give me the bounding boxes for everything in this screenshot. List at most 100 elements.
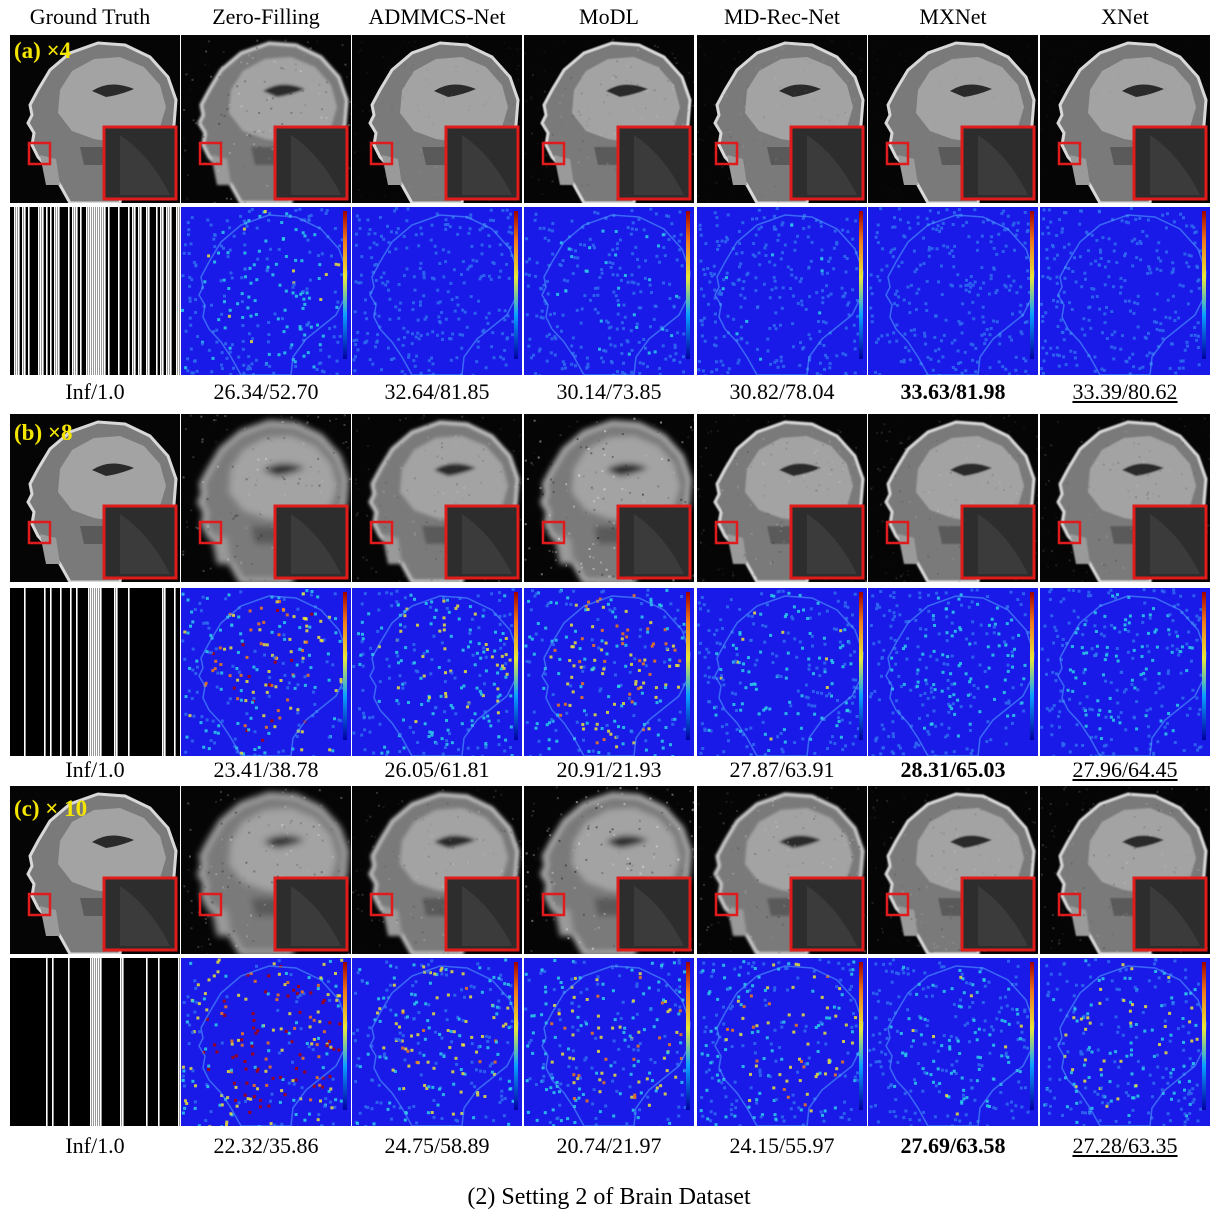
metric-zero-filling-row-3: 22.32/35.86 [181,1132,351,1160]
metric-value: 26.05/61.81 [384,757,490,782]
zoom-region-box [714,141,739,166]
metric-value: 30.14/73.85 [556,379,662,404]
mr-image-mxnet-row-1 [868,35,1038,203]
metric-value: 28.31/65.03 [900,757,1006,782]
mr-image-modl-row-1 [524,35,694,203]
metric-value: 33.63/81.98 [900,379,1006,404]
zoom-region-box [541,520,566,545]
metric-ground-truth-row-2: Inf/1.0 [10,756,180,784]
error-map-xnet-row-2 [1040,588,1210,756]
error-map-zero-filling-row-3 [181,958,351,1126]
metric-md-rec-net-row-2: 27.87/63.91 [697,756,867,784]
metric-xnet-row-2: 27.96/64.45 [1040,756,1210,784]
metric-value: 24.75/58.89 [384,1133,490,1158]
col-header-ground-truth: Ground Truth [29,4,151,29]
metric-mxnet-row-2: 28.31/65.03 [868,756,1038,784]
metric-value: 27.87/63.91 [729,757,835,782]
metric-value: Inf/1.0 [65,379,125,404]
metric-modl-row-1: 30.14/73.85 [524,378,694,406]
mr-image-zero-filling-row-3 [181,786,351,954]
metric-value: 32.64/81.85 [384,379,490,404]
figure-caption: (2) Setting 2 of Brain Dataset [467,1184,751,1210]
col-header-admmcs-net: ADMMCS-Net [368,4,506,29]
metric-value: 27.96/64.45 [1072,757,1178,782]
error-map-admmcs-net-row-2 [352,588,522,756]
error-map-mxnet-row-3 [868,958,1038,1126]
zoom-region-box [198,892,223,917]
mr-image-md-rec-net-row-3 [697,786,867,954]
metric-value: 20.91/21.93 [556,757,662,782]
zoom-region-box [27,141,52,166]
zoom-region-box [369,520,394,545]
mr-image-xnet-row-2 [1040,414,1210,582]
error-map-modl-row-1 [524,207,694,375]
zoom-region-box [541,892,566,917]
zoom-region-box [1057,520,1082,545]
col-header-xnet: XNet [1101,4,1149,29]
zoom-region-box [198,520,223,545]
metric-zero-filling-row-2: 23.41/38.78 [181,756,351,784]
mr-image-ground-truth-row-3 [10,786,180,954]
metric-value: 20.74/21.97 [556,1133,662,1158]
metric-value: 22.32/35.86 [213,1133,319,1158]
error-map-md-rec-net-row-3 [697,958,867,1126]
mr-image-mxnet-row-2 [868,414,1038,582]
metric-value: 24.15/55.97 [729,1133,835,1158]
mr-image-modl-row-3 [524,786,694,954]
mr-image-ground-truth-row-1 [10,35,180,203]
metric-md-rec-net-row-3: 24.15/55.97 [697,1132,867,1160]
metric-value: 27.69/63.58 [900,1133,1006,1158]
metric-xnet-row-1: 33.39/80.62 [1040,378,1210,406]
metric-mxnet-row-1: 33.63/81.98 [868,378,1038,406]
error-map-xnet-row-3 [1040,958,1210,1126]
error-map-modl-row-3 [524,958,694,1126]
error-map-mxnet-row-1 [868,207,1038,375]
sampling-mask-row-2 [10,588,180,756]
metric-modl-row-2: 20.91/21.93 [524,756,694,784]
mr-image-admmcs-net-row-2 [352,414,522,582]
zoom-region-box [714,892,739,917]
metric-value: 30.82/78.04 [729,379,835,404]
row-label-c: (c) × 10 [14,796,88,821]
mr-image-md-rec-net-row-1 [697,35,867,203]
zoom-region-box [885,892,910,917]
error-map-admmcs-net-row-1 [352,207,522,375]
col-header-zero-filling: Zero-Filling [212,4,320,29]
metric-value: Inf/1.0 [65,757,125,782]
metric-ground-truth-row-1: Inf/1.0 [10,378,180,406]
metric-mxnet-row-3: 27.69/63.58 [868,1132,1038,1160]
sampling-mask-row-1 [10,207,180,375]
mr-image-xnet-row-3 [1040,786,1210,954]
mr-image-mxnet-row-3 [868,786,1038,954]
error-map-md-rec-net-row-2 [697,588,867,756]
col-header-mxnet: MXNet [919,4,987,29]
error-map-admmcs-net-row-3 [352,958,522,1126]
zoom-region-box [1057,141,1082,166]
row-label-b: (b) ×8 [14,420,73,445]
metric-zero-filling-row-1: 26.34/52.70 [181,378,351,406]
zoom-region-box [1057,892,1082,917]
mr-image-modl-row-2 [524,414,694,582]
zoom-region-box [885,520,910,545]
zoom-region-box [369,892,394,917]
sampling-mask-row-3 [10,958,180,1126]
error-map-mxnet-row-2 [868,588,1038,756]
mr-image-zero-filling-row-1 [181,35,351,203]
metric-value: Inf/1.0 [65,1133,125,1158]
row-label-a: (a) ×4 [14,38,72,63]
zoom-region-box [369,141,394,166]
zoom-region-box [27,520,52,545]
mr-image-admmcs-net-row-1 [352,35,522,203]
error-map-modl-row-2 [524,588,694,756]
metric-ground-truth-row-3: Inf/1.0 [10,1132,180,1160]
metric-admmcs-net-row-1: 32.64/81.85 [352,378,522,406]
metric-admmcs-net-row-2: 26.05/61.81 [352,756,522,784]
mr-image-md-rec-net-row-2 [697,414,867,582]
error-map-zero-filling-row-1 [181,207,351,375]
zoom-region-box [714,520,739,545]
zoom-region-box [27,892,52,917]
zoom-region-box [885,141,910,166]
mr-image-ground-truth-row-2 [10,414,180,582]
col-header-md-rec-net: MD-Rec-Net [723,4,841,29]
